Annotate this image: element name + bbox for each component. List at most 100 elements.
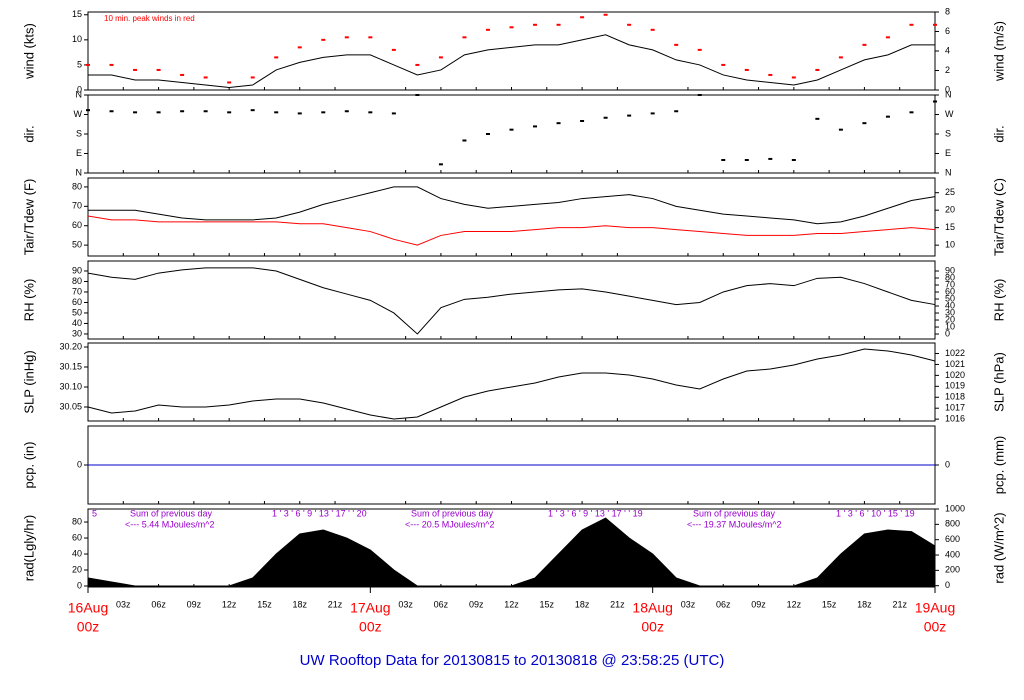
y2-tick-label: 0: [945, 459, 950, 469]
y2-tick-label: 1019: [945, 381, 965, 391]
y2-tick-label: 10: [945, 321, 955, 331]
y2-tick-label: 30: [945, 307, 955, 317]
y-axis-label: Tair/Tdew (F): [21, 179, 36, 256]
y-tick-label: 0: [77, 580, 82, 590]
dir-point: [156, 111, 161, 114]
x-tick-label: 03z: [681, 599, 696, 609]
peak-point: [697, 48, 702, 51]
x-tick-label: 18z: [857, 599, 872, 609]
dir-point: [744, 159, 749, 161]
y-axis-label: RH (%): [21, 279, 36, 322]
y-tick-label: 40: [72, 318, 82, 328]
dir-point: [933, 100, 937, 103]
y2-tick-label: 0: [945, 328, 950, 338]
peak-point: [768, 73, 773, 76]
y2-tick-label: 1020: [945, 370, 965, 380]
x-tick-label: 06z: [434, 599, 449, 609]
y-tick-label: N: [76, 89, 83, 99]
y-axis-label: wind (kts): [21, 23, 36, 80]
y-tick-label: 90: [72, 265, 82, 275]
annotation: 10 min. peak winds in red: [104, 14, 195, 23]
y2-tick-label: 20: [945, 205, 955, 215]
panel-frame: [87, 260, 936, 340]
date-label: 19Aug: [915, 600, 955, 616]
peak-point: [838, 56, 843, 59]
x-tick-label: 21z: [328, 599, 343, 609]
y-axis-label: SLP (inHg): [21, 350, 36, 413]
y2-axis-label: pcp. (mm): [991, 436, 1006, 495]
y2-tick-label: 400: [945, 549, 960, 559]
dir-point: [250, 109, 255, 112]
peak-point: [415, 63, 420, 66]
y-tick-label: W: [74, 109, 83, 119]
x-tick-label: 06z: [716, 599, 731, 609]
footer: UW Rooftop Data for 20130815 to 20130818…: [300, 652, 725, 669]
x-tick-label: 06z: [151, 599, 166, 609]
x-tick-label: 15z: [822, 599, 837, 609]
x-tick-label: 21z: [892, 599, 907, 609]
peak-point: [603, 13, 608, 16]
line: [87, 267, 936, 335]
y2-tick-label: 800: [945, 519, 960, 529]
peak-point: [156, 68, 161, 71]
note-total: <--- 5.44 MJoules/m^2: [125, 519, 215, 529]
dir-point: [415, 94, 420, 96]
y2-tick-label: 200: [945, 565, 960, 575]
y-tick-label: S: [76, 128, 82, 138]
y2-tick-label: 10: [945, 240, 955, 250]
y-tick-label: 70: [72, 286, 82, 296]
dir-point: [86, 109, 90, 112]
dir-point: [227, 111, 232, 114]
x-tick-label: 12z: [787, 599, 802, 609]
peak-point: [556, 23, 561, 26]
y-tick-label: 0: [77, 84, 82, 94]
y2-tick-label: 90: [945, 265, 955, 275]
y2-tick-label: 80: [945, 272, 955, 282]
dir-point: [274, 111, 279, 114]
y-tick-label: 60: [72, 220, 82, 230]
peak-point: [933, 23, 937, 26]
date-label: 18Aug: [632, 600, 672, 616]
y2-tick-label: 1022: [945, 348, 965, 358]
note-hours: 1 ' 3 ' 6 ' 10 ' 15 ' 19: [836, 508, 915, 518]
x-tick-label: 09z: [469, 599, 484, 609]
peak-point: [321, 38, 326, 41]
y-tick-label: 40: [72, 548, 82, 558]
dir-point: [603, 116, 608, 119]
peak-point: [485, 28, 490, 31]
y2-axis-label: RH (%): [991, 279, 1006, 322]
y-axis-label: pcp. (in): [21, 442, 36, 489]
y2-tick-label: 0: [945, 580, 950, 590]
dir-point: [909, 111, 914, 114]
note-hours: 1 ' 3 ' 6 ' 9 ' 13 ' 17 ' ' 20: [272, 508, 367, 518]
dir-point: [791, 159, 796, 161]
y-tick-label: N: [76, 167, 83, 177]
y-tick-label: 50: [72, 307, 82, 317]
peak-point: [391, 48, 396, 51]
note-sum: Sum of previous day: [693, 508, 776, 518]
note-total: <--- 20.5 MJoules/m^2: [405, 519, 495, 529]
line: [88, 34, 935, 88]
y2-tick-label: 4: [945, 45, 950, 55]
peak-point: [297, 46, 302, 49]
line: [87, 348, 936, 420]
peak-point: [650, 28, 655, 31]
dir-point: [391, 112, 396, 115]
date-label: 17Aug: [350, 600, 390, 616]
y2-tick-label: 1000: [945, 503, 965, 513]
x-tick-label: 21z: [610, 599, 625, 609]
x-tick-label: 09z: [751, 599, 766, 609]
dir-point: [297, 112, 302, 115]
date-label: 16Aug: [68, 600, 108, 616]
date-time-label: 00z: [359, 619, 382, 635]
dir-point: [650, 112, 655, 115]
peak-point: [344, 36, 349, 39]
dir-point: [885, 115, 890, 118]
panel-frame: [87, 177, 936, 257]
y-tick-label: 10: [72, 34, 82, 44]
dir-point: [838, 128, 843, 131]
peak-point: [250, 76, 255, 79]
peak-point: [533, 23, 538, 26]
dir-point: [674, 110, 679, 113]
x-tick-label: 12z: [504, 599, 519, 609]
